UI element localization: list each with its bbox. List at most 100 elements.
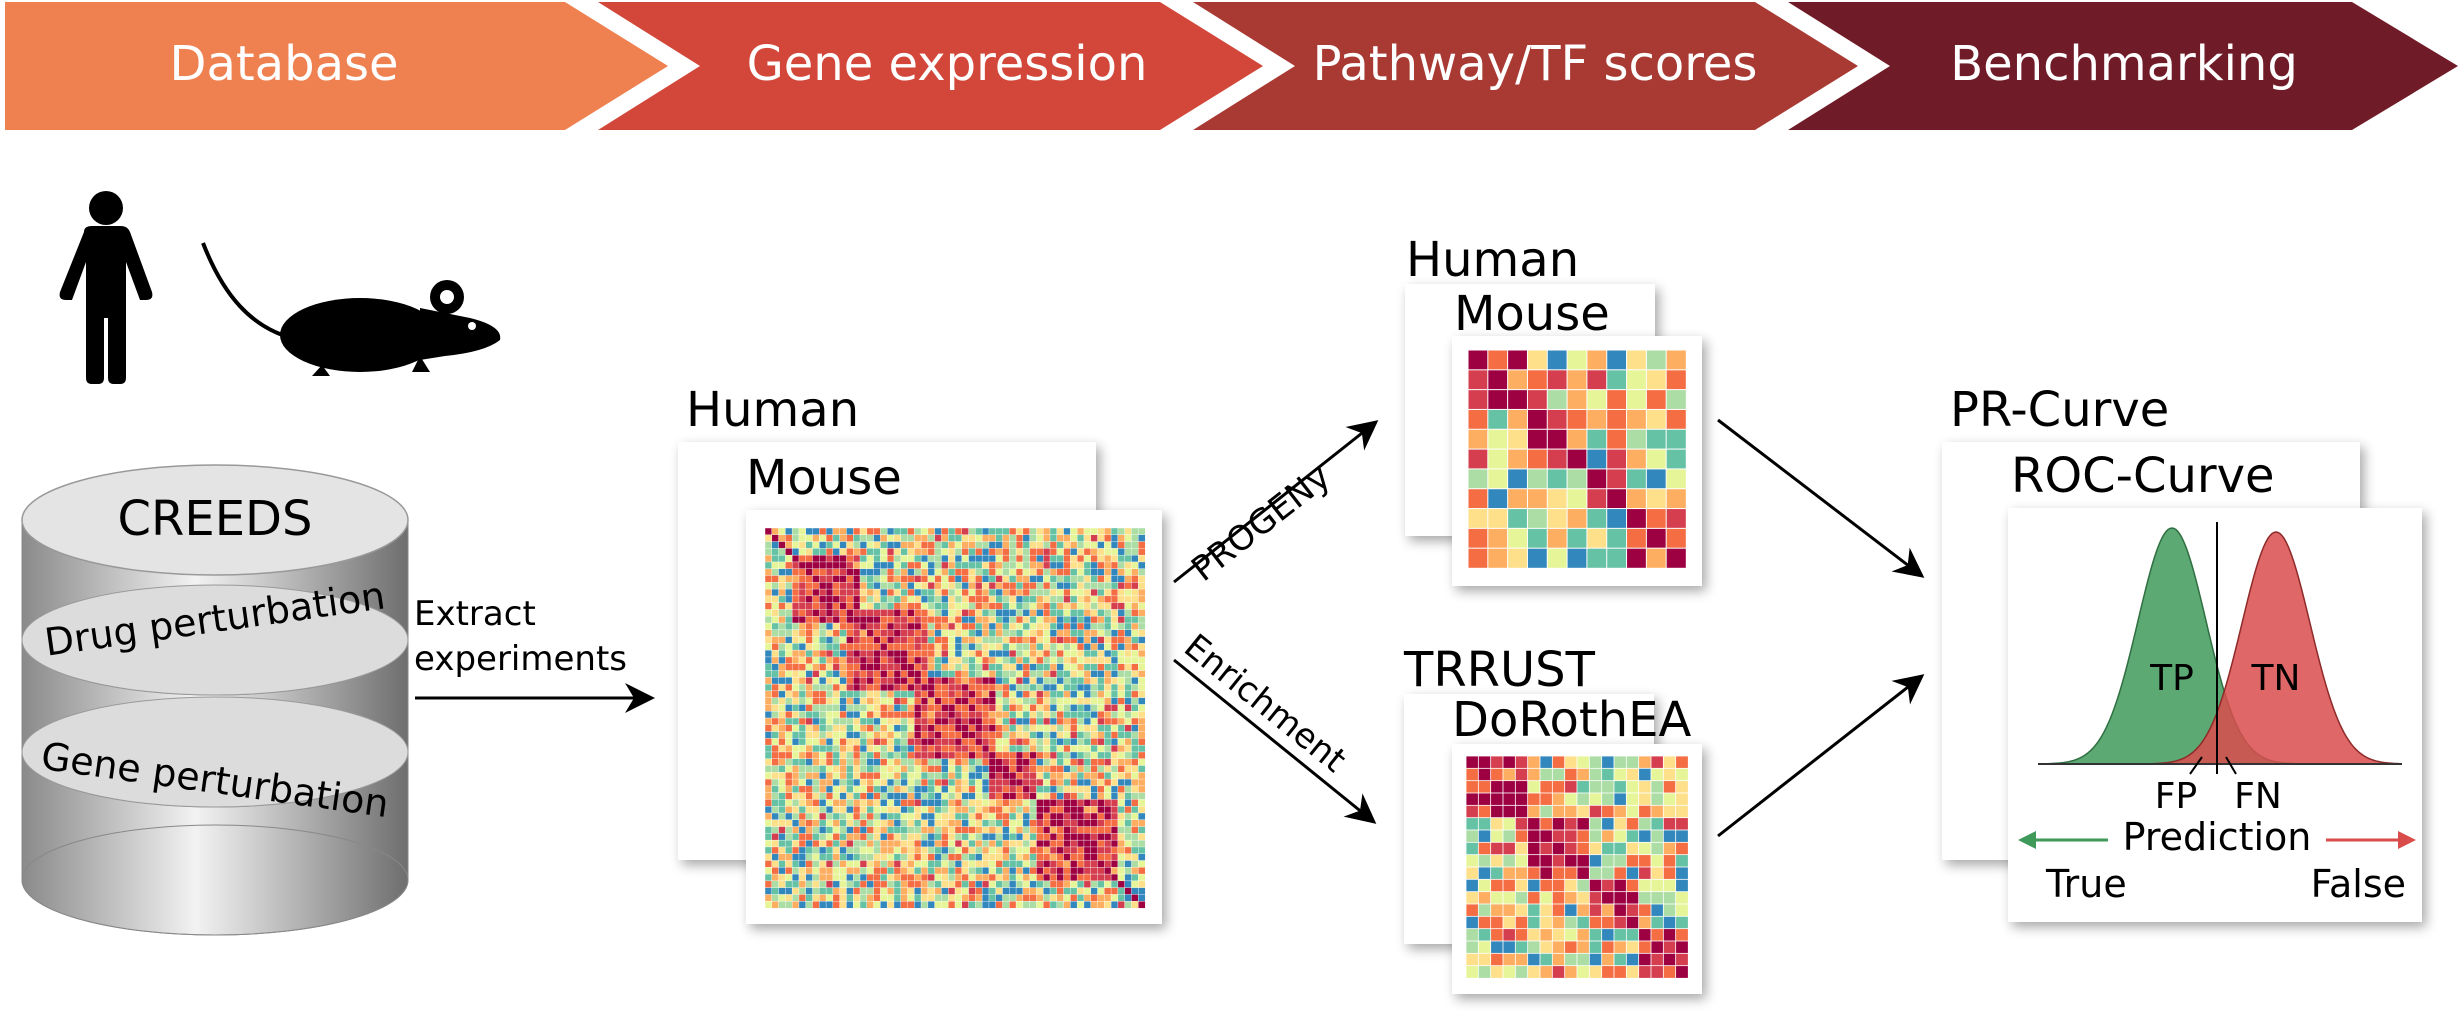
heatmap-cell (907, 697, 915, 705)
heatmap-cell (1043, 554, 1051, 563)
heatmap-cell (1049, 758, 1058, 767)
heatmap-cell (1002, 744, 1010, 753)
heatmap-cell (1110, 582, 1119, 590)
heatmap-cell (1625, 841, 1640, 856)
heatmap-cell (778, 683, 786, 692)
heatmap-cell (948, 616, 956, 624)
heatmap-cell (825, 588, 834, 597)
heatmap-cell (866, 717, 875, 726)
heatmap-cell (900, 575, 909, 583)
heatmap-cell (778, 548, 786, 556)
true-label: True (2045, 862, 2127, 906)
heatmap-cell (1063, 711, 1071, 719)
heatmap-cell (798, 677, 807, 685)
heatmap-cell (798, 853, 807, 862)
heatmap-cell (1131, 839, 1139, 848)
heatmap-cell (900, 806, 909, 814)
heatmap-cell (1056, 527, 1065, 536)
heatmap-cell (1063, 636, 1071, 644)
heatmap-cell (866, 602, 875, 610)
heatmap-cell (1527, 841, 1541, 856)
heatmap-cell (907, 588, 915, 597)
heatmap-cell (1056, 690, 1065, 699)
heatmap-cell (1002, 595, 1010, 604)
heatmap-cell (1576, 866, 1591, 881)
heatmap-cell (791, 568, 800, 577)
heatmap-cell (1662, 829, 1677, 844)
heatmap-cell (941, 839, 949, 848)
heatmap-cell (880, 724, 888, 733)
arrow-right-icon (2326, 831, 2416, 849)
heatmap-cell (995, 731, 1004, 739)
heatmap-cell (948, 873, 956, 882)
heatmap-cell (1076, 806, 1085, 814)
heatmap-cell (880, 887, 888, 895)
heatmap-cell (948, 901, 956, 909)
heatmap-cell (785, 643, 793, 651)
heatmap-cell (914, 609, 922, 617)
heatmap-cell (886, 751, 895, 760)
heatmap-cell (988, 833, 997, 841)
heatmap-cell (1097, 629, 1105, 638)
heatmap-cell (846, 690, 854, 699)
heatmap-cell (880, 548, 888, 556)
heatmap-cell (1009, 758, 1017, 767)
heatmap-cell (846, 541, 854, 549)
heatmap-cell (907, 683, 915, 692)
heatmap-cell (1502, 755, 1517, 770)
heatmap-cell (798, 582, 807, 590)
heatmap-cell (900, 636, 909, 644)
heatmap-cell (1056, 860, 1065, 868)
heatmap-cell (785, 663, 793, 672)
heatmap-cell (1124, 636, 1132, 644)
heatmap-cell (839, 894, 847, 902)
heatmap-cell (1043, 548, 1051, 556)
heatmap-cell (900, 683, 909, 692)
heatmap-cell (1002, 792, 1010, 800)
heatmap-cell (988, 602, 997, 610)
heatmap-cell (859, 711, 868, 719)
heatmap-cell (791, 670, 800, 678)
heatmap-cell (1613, 841, 1628, 856)
heatmap-cell (893, 541, 902, 549)
heatmap-cell (1083, 839, 1092, 848)
heatmap-cell (900, 717, 909, 726)
heatmap-cell (785, 677, 793, 685)
heatmap-cell (975, 643, 983, 651)
heatmap-cell (853, 548, 861, 556)
heatmap-cell (1662, 767, 1677, 782)
heatmap-cell (1022, 880, 1031, 889)
heatmap-cell (1090, 704, 1098, 712)
heatmap-cell (948, 575, 956, 583)
heatmap-cell (1131, 799, 1139, 807)
heatmap-cell (920, 839, 929, 848)
heatmap-cell (1083, 738, 1092, 746)
heatmap-cell (934, 860, 942, 868)
heatmap-cell (819, 575, 827, 583)
heatmap-cell (1009, 677, 1017, 685)
heatmap-cell (988, 819, 997, 828)
heatmap-cell (1063, 588, 1071, 597)
heatmap-cell (934, 833, 942, 841)
heatmap-cell (839, 758, 847, 767)
heatmap-cell (1539, 829, 1554, 844)
heatmap-cell (1097, 731, 1105, 739)
heatmap-cell (832, 785, 841, 794)
heatmap-cell (1613, 829, 1628, 844)
heatmap-cell (1009, 772, 1017, 780)
heatmap-cell (988, 860, 997, 868)
heatmap-cell (975, 670, 983, 678)
heatmap-cell (886, 772, 895, 780)
heatmap-cell (764, 554, 773, 563)
heatmap-cell (1551, 817, 1566, 831)
heatmap-cell (873, 778, 881, 787)
heatmap-cell (846, 663, 854, 672)
heatmap-cell (1645, 428, 1667, 450)
heatmap-cell (798, 826, 807, 834)
heatmap-cell (859, 527, 868, 536)
heatmap-cell (1097, 683, 1105, 692)
heatmap-cell (798, 541, 807, 549)
heatmap-cell (819, 717, 827, 726)
heatmap-cell (927, 588, 936, 597)
heatmap-cell (1043, 751, 1051, 760)
